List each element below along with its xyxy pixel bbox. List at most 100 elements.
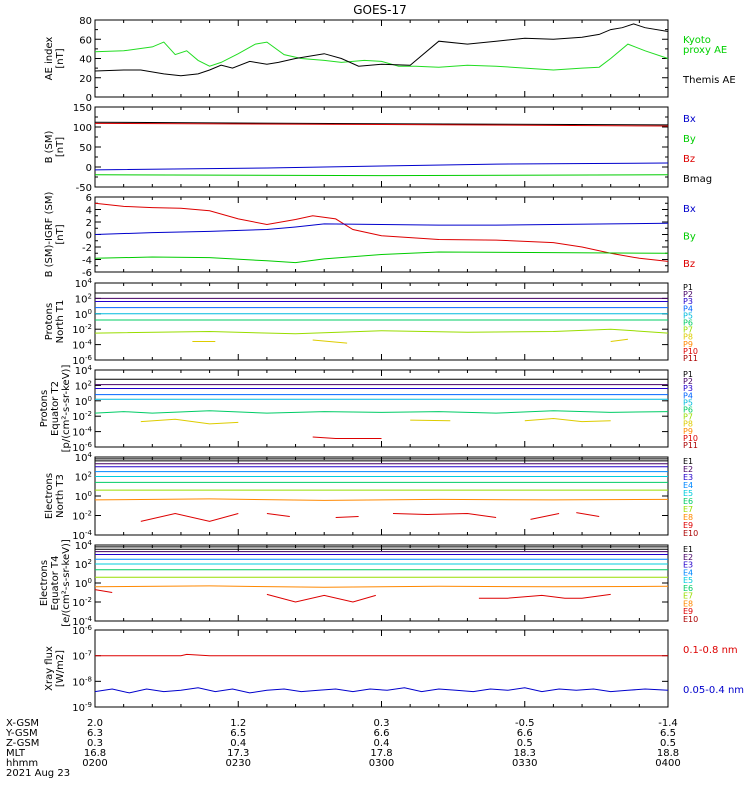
series-line-p7 xyxy=(94,328,669,335)
legend-label: P7 xyxy=(683,413,693,422)
time-axis-value: -1.4 xyxy=(658,718,678,729)
time-axis-value: 0330 xyxy=(512,758,537,769)
y-axis-label: [e/(cm²-s-sr-keV)] xyxy=(61,539,72,627)
y-axis-label: Xray flux xyxy=(44,646,55,691)
legend-label: E3 xyxy=(683,473,693,482)
y-axis-label: Equator T2 xyxy=(50,381,61,436)
y-tick-label: 104 xyxy=(75,277,93,290)
y-tick-label: 80 xyxy=(79,16,92,27)
legend-label: E6 xyxy=(683,497,693,506)
series-line-e9c xyxy=(478,593,611,599)
panel-frame xyxy=(94,282,669,361)
y-tick-label: 10-2 xyxy=(72,596,92,609)
legend-label: Bmag xyxy=(683,174,712,185)
legend-label: P11 xyxy=(683,441,698,450)
time-axis-value: 0.4 xyxy=(374,738,390,749)
y-tick-label: 40 xyxy=(79,55,92,66)
y-tick-label: 102 xyxy=(75,471,92,484)
time-axis-value: 0300 xyxy=(369,758,394,769)
y-tick-label: 10-4 xyxy=(72,426,92,439)
legend-label: E1 xyxy=(683,457,693,466)
time-axis-value: 6.3 xyxy=(87,728,103,739)
y-tick-label: 20 xyxy=(79,74,92,85)
y-tick-label: 10-6 xyxy=(72,354,92,367)
panel-bdiff: -6-4 -20 24 6 B (SM)-IGRF (SM) [nT] Bx By Bz xyxy=(44,192,696,279)
y-tick-label: 50 xyxy=(79,143,92,154)
time-axis-value: 16.8 xyxy=(84,748,106,759)
legend-label: P6 xyxy=(683,319,693,328)
time-axis-row-label: Y-GSM xyxy=(5,728,38,739)
time-axis-value: 0.3 xyxy=(87,738,103,749)
time-axis-value: 18.8 xyxy=(657,748,679,759)
plot-title: GOES-17 xyxy=(353,3,407,17)
legend-label: E10 xyxy=(683,529,698,538)
time-axis-value: 0.5 xyxy=(660,738,676,749)
y-axis-label: Equator T4 xyxy=(50,556,61,611)
time-axis-value: 0.5 xyxy=(517,738,533,749)
legend-label: Bx xyxy=(683,114,696,125)
y-tick-label: -4 xyxy=(82,256,92,267)
series-line-bx xyxy=(94,162,669,171)
time-axis-value: 18.3 xyxy=(514,748,536,759)
legend-label: E8 xyxy=(683,599,693,608)
panel-bsm: -50 0 50 100 150 B (SM) [nT] Bx By Bz Bmag xyxy=(44,103,712,194)
panel-pn: 10-6 10-4 10-2 100 102 104 Protons North T1 P1P2… xyxy=(44,277,698,367)
time-axis-row-label: 2021 Aug 23 xyxy=(6,768,70,779)
y-tick-label: 4 xyxy=(86,206,92,217)
y-tick-label: 104 xyxy=(75,364,93,377)
y-tick-label: 10-4 xyxy=(72,529,92,542)
time-axis-value: 0.4 xyxy=(230,738,246,749)
y-tick-label: 10-9 xyxy=(72,701,92,714)
panel-frame xyxy=(94,629,669,708)
legend-label: P8 xyxy=(683,333,693,342)
y-axis-label: North T1 xyxy=(55,300,66,344)
legend-label: P5 xyxy=(683,311,693,320)
series-line-e8 xyxy=(94,585,669,588)
series-line-p6 xyxy=(94,410,669,414)
legend-label: P10 xyxy=(683,347,698,356)
legend-label: E2 xyxy=(683,553,693,562)
series-line-p7c xyxy=(524,417,611,423)
legend-label: E4 xyxy=(683,481,693,490)
legend-label: Bz xyxy=(683,259,695,270)
legend-label: P4 xyxy=(683,304,693,313)
legend-label: P9 xyxy=(683,340,693,349)
legend-label: P7 xyxy=(683,326,693,335)
legend-label: By xyxy=(683,232,696,243)
y-tick-label: 2 xyxy=(86,218,92,229)
legend-label: E9 xyxy=(683,521,693,530)
time-axis-value: 0200 xyxy=(82,758,107,769)
y-tick-label: -50 xyxy=(76,183,92,194)
y-axis-label: Protons xyxy=(39,390,50,427)
legend-label: P2 xyxy=(683,377,693,386)
legend-label: Bz xyxy=(683,154,695,165)
legend-label: E6 xyxy=(683,584,693,593)
y-tick-label: 150 xyxy=(73,103,92,114)
series-line-kyoto-proxy-ae xyxy=(94,41,669,71)
time-axis-value: -0.5 xyxy=(515,718,535,729)
legend-label: proxy AE xyxy=(683,45,727,56)
legend-label: E5 xyxy=(683,576,693,585)
y-tick-label: 100 xyxy=(75,395,92,408)
y-tick-label: 102 xyxy=(75,379,92,392)
y-tick-label: -2 xyxy=(82,243,92,254)
series-line-p9 xyxy=(312,436,382,439)
legend-label: P11 xyxy=(683,354,698,363)
y-tick-label: 10-2 xyxy=(72,323,92,336)
y-tick-label: 100 xyxy=(73,123,92,134)
series-line-bx xyxy=(94,222,669,235)
legend-label: P3 xyxy=(683,384,693,393)
y-tick-label: 10-2 xyxy=(72,510,92,523)
legend-label: E7 xyxy=(683,505,693,514)
series-line-e9c xyxy=(335,516,359,518)
legend-label: E10 xyxy=(683,615,698,624)
y-axis-label: AE index xyxy=(44,37,55,81)
series-line-by xyxy=(94,251,669,264)
y-tick-label: 102 xyxy=(75,558,92,571)
y-tick-label: 10-6 xyxy=(72,441,92,454)
y-axis-label: North T3 xyxy=(55,474,66,518)
y-tick-label: 100 xyxy=(75,490,92,503)
panel-pe: 10-6 10-4 10-2 100 102 104 Protons Equator T2 [p… xyxy=(39,364,698,454)
legend-label: Themis AE xyxy=(682,75,736,86)
